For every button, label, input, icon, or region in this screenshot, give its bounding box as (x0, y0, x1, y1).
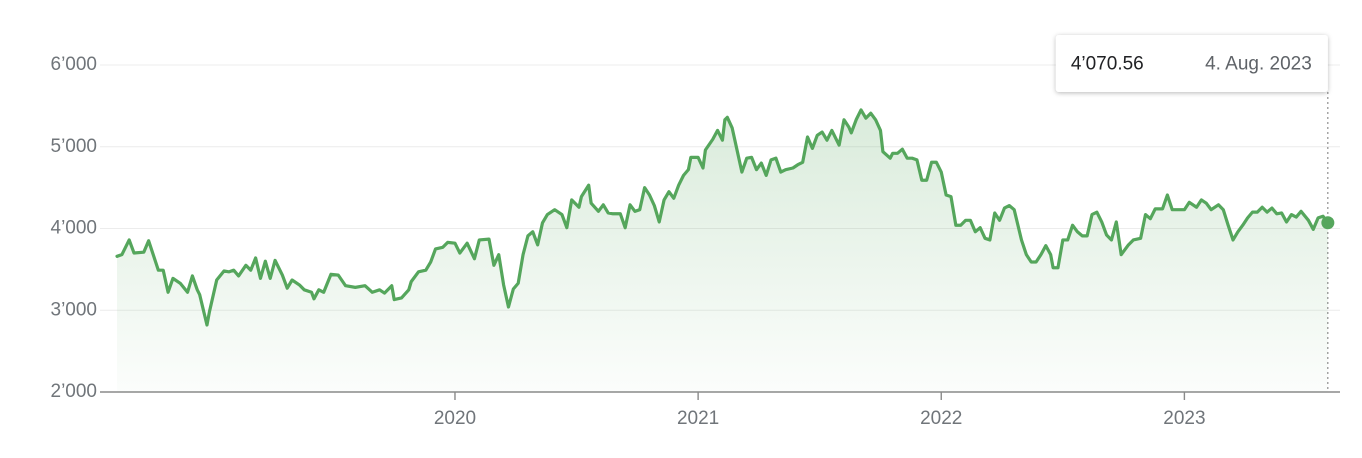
y-tick-label: 3’000 (51, 299, 98, 320)
x-tick-label: 2020 (434, 408, 476, 429)
y-tick-label: 2’000 (51, 381, 98, 402)
plot (115, 92, 1335, 393)
tooltip-value: 4’070.56 (1071, 54, 1144, 75)
y-tick-label: 4’000 (51, 218, 98, 239)
y-tick-label: 6’000 (51, 54, 98, 75)
x-tick-label: 2021 (677, 408, 719, 429)
area-fill (117, 109, 1328, 393)
axes: 2’000 3’000 4’000 5’000 6’000 2020 2021 2022 202… (51, 54, 1206, 429)
y-tick-label: 5’000 (51, 136, 98, 157)
tooltip-date: 4. Aug. 2023 (1205, 54, 1312, 75)
tooltip-box (1055, 35, 1328, 92)
last-point (1321, 216, 1335, 230)
x-tick-label: 2023 (1163, 408, 1205, 429)
price-line (115, 108, 1330, 327)
x-tick-label: 2022 (920, 408, 962, 429)
tooltip: 4’070.56 4. Aug. 2023 (1055, 35, 1328, 92)
